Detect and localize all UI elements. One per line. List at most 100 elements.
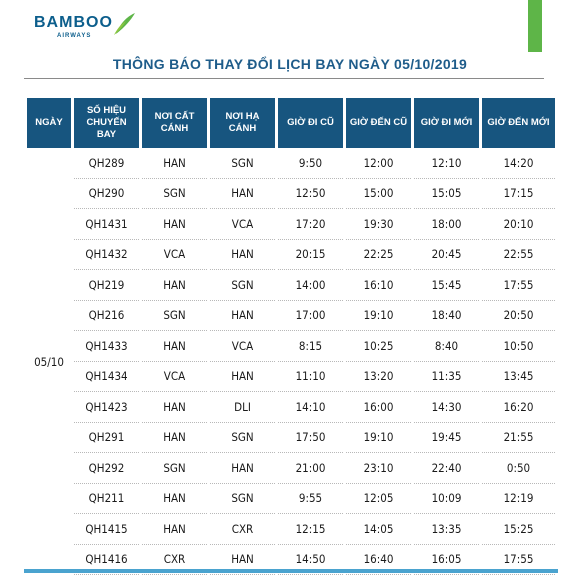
flight-number-cell: QH1423	[74, 392, 139, 423]
logo-subtext: AIRWAYS	[57, 33, 92, 39]
destination-cell: SGN	[210, 484, 275, 514]
old-arrival-cell: 10:25	[346, 331, 411, 362]
column-header-flight-number: SỐ HIỆU CHUYẾN BAY	[74, 98, 139, 148]
new-departure-cell: 8:40	[414, 331, 479, 362]
destination-cell: CXR	[210, 514, 275, 545]
old-departure-cell: 14:50	[278, 545, 343, 575]
old-departure-cell: 17:00	[278, 301, 343, 331]
column-header-destination: NƠI HẠ CÁNH	[210, 98, 275, 148]
destination-cell: HAN	[210, 301, 275, 331]
column-header-old-arrival: GIỜ ĐẾN CŨ	[346, 98, 411, 148]
new-arrival-cell: 12:19	[482, 484, 555, 514]
old-departure-cell: 8:15	[278, 331, 343, 362]
old-departure-cell: 9:55	[278, 484, 343, 514]
flight-schedule-table: NGÀY SỐ HIỆU CHUYẾN BAY NƠI CẤT CÁNH NƠI HẠ…	[24, 98, 558, 575]
flight-number-cell: QH1433	[74, 331, 139, 362]
table-row: QH1434 VCA HAN 11:10 13:20 11:35 13:45	[27, 362, 555, 392]
new-arrival-cell: 13:45	[482, 362, 555, 392]
title-divider	[24, 78, 544, 79]
table-row: QH1431 HAN VCA 17:20 19:30 18:00 20:10	[27, 209, 555, 240]
old-arrival-cell: 15:00	[346, 179, 411, 209]
destination-cell: SGN	[210, 423, 275, 453]
old-arrival-cell: 22:25	[346, 240, 411, 270]
flight-number-cell: QH291	[74, 423, 139, 453]
old-arrival-cell: 12:05	[346, 484, 411, 514]
flight-number-cell: QH289	[74, 148, 139, 179]
flight-number-cell: QH219	[74, 270, 139, 301]
old-arrival-cell: 23:10	[346, 453, 411, 484]
table-row: QH1432 VCA HAN 20:15 22:25 20:45 22:55	[27, 240, 555, 270]
new-arrival-cell: 16:20	[482, 392, 555, 423]
old-departure-cell: 9:50	[278, 148, 343, 179]
new-departure-cell: 19:45	[414, 423, 479, 453]
new-departure-cell: 20:45	[414, 240, 479, 270]
column-header-new-departure: GIỜ ĐI MỚI	[414, 98, 479, 148]
flight-number-cell: QH1434	[74, 362, 139, 392]
origin-cell: VCA	[142, 240, 207, 270]
flight-number-cell: QH290	[74, 179, 139, 209]
old-departure-cell: 12:15	[278, 514, 343, 545]
destination-cell: VCA	[210, 331, 275, 362]
new-departure-cell: 15:05	[414, 179, 479, 209]
old-arrival-cell: 19:30	[346, 209, 411, 240]
origin-cell: VCA	[142, 362, 207, 392]
old-departure-cell: 20:15	[278, 240, 343, 270]
new-departure-cell: 18:00	[414, 209, 479, 240]
destination-cell: HAN	[210, 453, 275, 484]
flight-number-cell: QH1432	[74, 240, 139, 270]
table-body: 05/10 QH289 HAN SGN 9:50 12:00 12:10 14:20 QH290…	[27, 148, 555, 575]
new-arrival-cell: 20:10	[482, 209, 555, 240]
destination-cell: SGN	[210, 270, 275, 301]
origin-cell: SGN	[142, 179, 207, 209]
new-departure-cell: 10:09	[414, 484, 479, 514]
new-arrival-cell: 17:55	[482, 270, 555, 301]
logo-wordmark: BAMBOO	[34, 14, 113, 31]
old-arrival-cell: 13:20	[346, 362, 411, 392]
bamboo-airways-logo: BAMBOO AIRWAYS	[34, 10, 135, 39]
new-arrival-cell: 10:50	[482, 331, 555, 362]
new-departure-cell: 15:45	[414, 270, 479, 301]
origin-cell: HAN	[142, 514, 207, 545]
new-departure-cell: 12:10	[414, 148, 479, 179]
old-arrival-cell: 19:10	[346, 423, 411, 453]
old-arrival-cell: 16:10	[346, 270, 411, 301]
destination-cell: HAN	[210, 179, 275, 209]
old-departure-cell: 12:50	[278, 179, 343, 209]
old-arrival-cell: 19:10	[346, 301, 411, 331]
origin-cell: HAN	[142, 484, 207, 514]
bottom-accent-bar	[24, 569, 558, 573]
column-header-new-arrival: GIỜ ĐẾN MỚI	[482, 98, 555, 148]
table-row: QH216 SGN HAN 17:00 19:10 18:40 20:50	[27, 301, 555, 331]
origin-cell: HAN	[142, 148, 207, 179]
origin-cell: SGN	[142, 453, 207, 484]
table-header-row: NGÀY SỐ HIỆU CHUYẾN BAY NƠI CẤT CÁNH NƠI HẠ…	[27, 98, 555, 148]
old-departure-cell: 17:20	[278, 209, 343, 240]
table-row: QH290 SGN HAN 12:50 15:00 15:05 17:15	[27, 179, 555, 209]
origin-cell: CXR	[142, 545, 207, 575]
bamboo-leaf-icon	[114, 13, 135, 35]
origin-cell: HAN	[142, 331, 207, 362]
flight-number-cell: QH1416	[74, 545, 139, 575]
flight-number-cell: QH1431	[74, 209, 139, 240]
old-arrival-cell: 14:05	[346, 514, 411, 545]
table-row: QH211 HAN SGN 9:55 12:05 10:09 12:19	[27, 484, 555, 514]
table-row: QH1416 CXR HAN 14:50 16:40 16:05 17:55	[27, 545, 555, 575]
new-departure-cell: 11:35	[414, 362, 479, 392]
table-row: QH291 HAN SGN 17:50 19:10 19:45 21:55	[27, 423, 555, 453]
flight-number-cell: QH1415	[74, 514, 139, 545]
table-row: QH219 HAN SGN 14:00 16:10 15:45 17:55	[27, 270, 555, 301]
old-arrival-cell: 12:00	[346, 148, 411, 179]
new-departure-cell: 14:30	[414, 392, 479, 423]
column-header-date: NGÀY	[27, 98, 71, 148]
new-departure-cell: 22:40	[414, 453, 479, 484]
origin-cell: HAN	[142, 270, 207, 301]
destination-cell: DLI	[210, 392, 275, 423]
new-arrival-cell: 22:55	[482, 240, 555, 270]
destination-cell: HAN	[210, 545, 275, 575]
table-row: 05/10 QH289 HAN SGN 9:50 12:00 12:10 14:20	[27, 148, 555, 369]
green-accent-bar	[528, 0, 542, 52]
column-header-old-departure: GIỜ ĐI CŨ	[278, 98, 343, 148]
new-arrival-cell: 17:15	[482, 179, 555, 209]
table-row: QH1423 HAN DLI 14:10 16:00 14:30 16:20	[27, 392, 555, 423]
destination-cell: HAN	[210, 362, 275, 392]
